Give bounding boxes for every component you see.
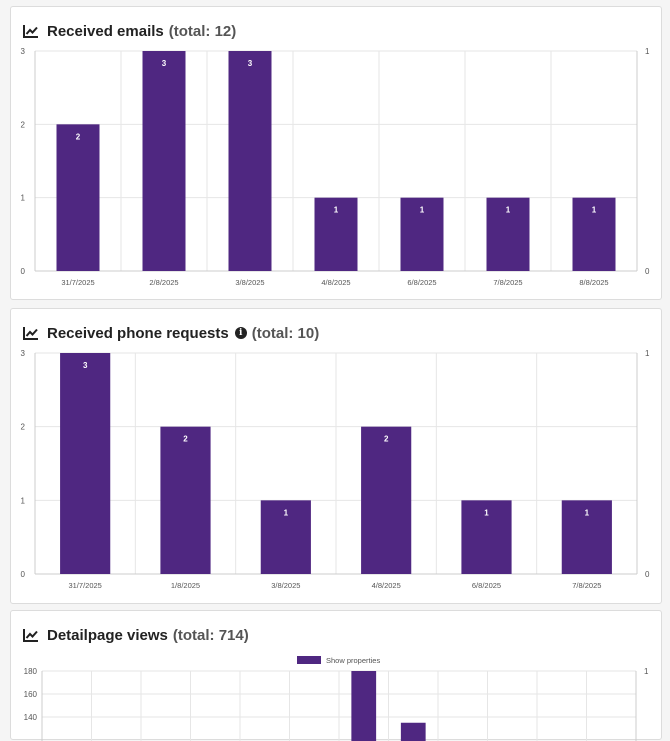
bar	[60, 353, 111, 574]
x-tick-label: 7/8/2025	[493, 278, 522, 287]
bar-value-label: 1	[585, 508, 590, 517]
bar-value-label: 1	[420, 206, 425, 215]
x-tick-label: 3/8/2025	[235, 278, 264, 287]
y-tick-label: 1	[21, 496, 26, 505]
card-title: Received emails	[47, 22, 164, 40]
legend-swatch	[297, 656, 321, 664]
bar	[461, 500, 512, 574]
x-tick-label: 31/7/2025	[68, 581, 101, 590]
y-tick-label: 3	[21, 47, 26, 56]
received-emails-card: Received emails (total: 12) 0 1 2 3 0 1 2 31/7/…	[10, 6, 662, 300]
x-tick-label: 6/8/2025	[407, 278, 436, 287]
bar	[351, 671, 377, 741]
y2-tick-label: 1	[645, 47, 650, 56]
y-tick-label: 1	[21, 194, 26, 203]
x-tick-label: 1/8/2025	[171, 581, 200, 590]
y2-tick-label: 1	[644, 667, 649, 676]
bar-value-label: 1	[484, 508, 489, 517]
bar	[56, 124, 100, 271]
x-tick-label: 3/8/2025	[271, 581, 300, 590]
detailpage-views-chart: Show properties 140 160 180 1	[24, 656, 649, 741]
y2-tick-label: 0	[645, 570, 650, 579]
x-tick-label: 6/8/2025	[472, 581, 501, 590]
bar-value-label: 3	[248, 59, 253, 68]
bar-value-label: 3	[162, 59, 167, 68]
bar-value-label: 1	[284, 508, 289, 517]
received-emails-chart: 0 1 2 3 0 1 2 31/7/2025 3 2/8/2025 3 3/8/2025 1 4/8/2…	[21, 47, 650, 287]
bar	[314, 197, 358, 271]
bar	[561, 500, 612, 574]
x-tick-label: 31/7/2025	[61, 278, 94, 287]
trend-chart-icon	[23, 629, 38, 642]
bar	[260, 500, 311, 574]
bar	[400, 722, 426, 741]
info-icon[interactable]: i	[234, 327, 247, 339]
bar	[400, 197, 444, 271]
y2-tick-label: 1	[645, 349, 650, 358]
bar-value-label: 1	[334, 206, 339, 215]
card-total: (total: 10)	[251, 324, 320, 342]
detailpage-views-card: Detailpage views (total: 714) Show prope…	[10, 610, 662, 741]
card-total: (total: 714)	[172, 626, 249, 644]
bar	[142, 51, 186, 271]
bar-value-label: 2	[76, 132, 81, 141]
card-total: (total: 12)	[168, 22, 237, 40]
bar	[361, 426, 412, 574]
bar-value-label: 2	[384, 435, 389, 444]
x-tick-label: 8/8/2025	[579, 278, 608, 287]
bar-value-label: 1	[506, 206, 511, 215]
received-phone-requests-card: Received phone requests i (total: 10) 0 1…	[10, 308, 662, 604]
y-tick-label: 0	[21, 570, 26, 579]
received-phone-requests-chart: 0 1 2 3 0 1 3 31/7/2025 2 1/8/2025 1 3/8/2025 2 4/8/2…	[21, 349, 650, 590]
y-tick-label: 140	[24, 713, 38, 722]
y-tick-label: 2	[21, 120, 26, 129]
bar-value-label: 2	[183, 435, 188, 444]
y-tick-label: 180	[24, 667, 38, 676]
bar-value-label: 1	[592, 206, 597, 215]
bar	[160, 426, 211, 574]
card-header: Received emails (total: 12)	[23, 21, 236, 41]
bar	[228, 51, 272, 271]
legend-label: Show properties	[326, 656, 380, 665]
x-tick-label: 4/8/2025	[372, 581, 401, 590]
card-title: Detailpage views	[47, 626, 168, 644]
y-tick-label: 160	[24, 690, 38, 699]
trend-chart-icon	[23, 327, 38, 340]
y-tick-label: 0	[21, 267, 26, 276]
x-tick-label: 2/8/2025	[149, 278, 178, 287]
card-header: Received phone requests i (total: 10)	[23, 323, 319, 343]
card-header: Detailpage views (total: 714)	[23, 625, 249, 645]
card-title: Received phone requests	[47, 324, 229, 342]
x-tick-label: 7/8/2025	[572, 581, 601, 590]
trend-chart-icon	[23, 25, 38, 38]
bar-value-label: 3	[83, 361, 88, 370]
bar	[486, 197, 530, 271]
bar	[572, 197, 616, 271]
y-tick-label: 3	[21, 349, 26, 358]
y-tick-label: 2	[21, 423, 26, 432]
y2-tick-label: 0	[645, 267, 650, 276]
x-tick-label: 4/8/2025	[321, 278, 350, 287]
